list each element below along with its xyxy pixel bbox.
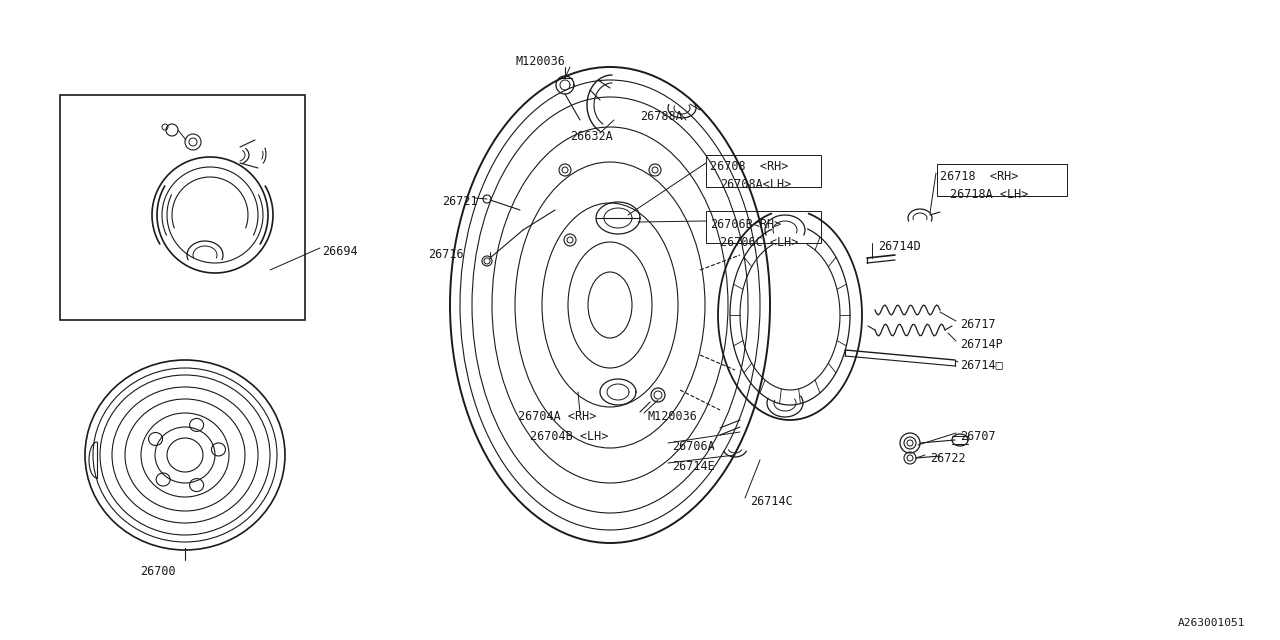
Text: 26788A: 26788A xyxy=(640,110,682,123)
Text: 26708A<LH>: 26708A<LH> xyxy=(719,178,791,191)
Text: 26706A: 26706A xyxy=(672,440,714,453)
Bar xyxy=(707,211,820,243)
Text: M120036: M120036 xyxy=(515,55,564,68)
Text: 26717: 26717 xyxy=(960,318,996,331)
Text: 26632A: 26632A xyxy=(570,130,613,143)
Bar xyxy=(707,155,820,187)
Text: 26694: 26694 xyxy=(323,245,357,258)
Text: 26706C <LH>: 26706C <LH> xyxy=(719,236,799,249)
Text: 26704B <LH>: 26704B <LH> xyxy=(530,430,608,443)
Text: 26714D: 26714D xyxy=(878,240,920,253)
Text: 26714P: 26714P xyxy=(960,338,1002,351)
Text: 26704A <RH>: 26704A <RH> xyxy=(518,410,596,423)
Text: 26718A <LH>: 26718A <LH> xyxy=(950,188,1028,201)
Text: 26714E: 26714E xyxy=(672,460,714,473)
Text: A263001051: A263001051 xyxy=(1178,618,1245,628)
Text: 26706B<RH>: 26706B<RH> xyxy=(710,218,781,231)
Text: 26716: 26716 xyxy=(428,248,463,261)
Text: M120036: M120036 xyxy=(648,410,698,423)
Text: 26714□: 26714□ xyxy=(960,358,1002,371)
Text: 26707: 26707 xyxy=(960,430,996,443)
Text: 26722: 26722 xyxy=(931,452,965,465)
Bar xyxy=(60,95,305,320)
Text: 26721: 26721 xyxy=(442,195,477,208)
Text: 26700: 26700 xyxy=(140,565,175,578)
Bar xyxy=(937,164,1068,196)
Text: 26708  <RH>: 26708 <RH> xyxy=(710,160,788,173)
Text: 26718  <RH>: 26718 <RH> xyxy=(940,170,1019,183)
Text: 26714C: 26714C xyxy=(750,495,792,508)
